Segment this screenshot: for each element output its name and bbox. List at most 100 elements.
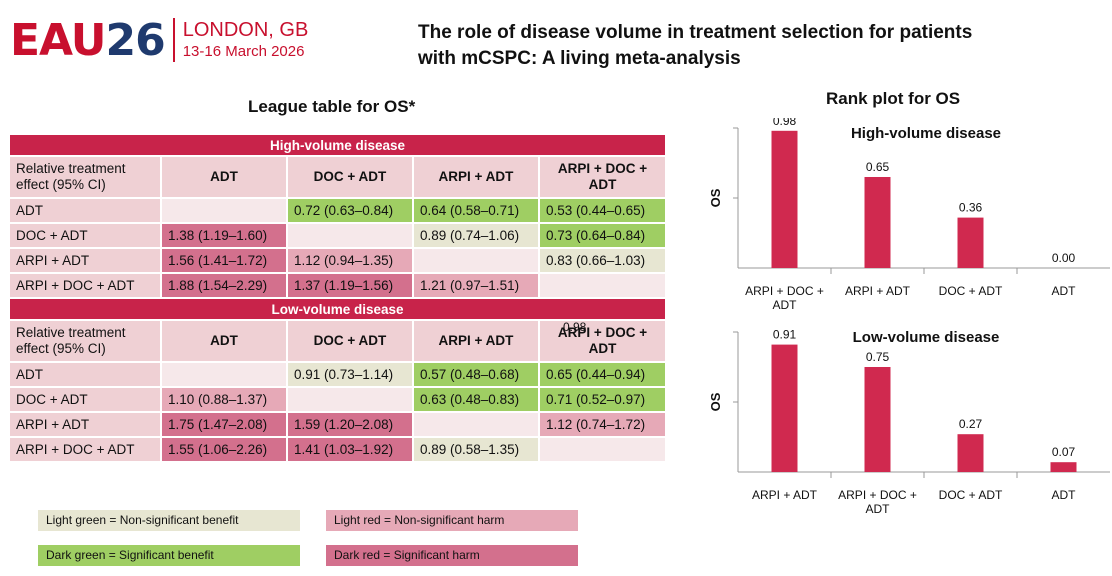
slide-title-line-2: with mCSPC: A living meta-analysis (418, 48, 741, 69)
logo-city: LONDON, GB (182, 19, 309, 41)
row-label: ARPI + ADT (10, 413, 160, 436)
league-cell: 0.83 (0.66–1.03) (540, 249, 666, 272)
league-cell: 0.89 (0.74–1.06) (414, 224, 538, 247)
data-label: 0.65 (866, 160, 890, 174)
eau26-logo: EAU 26 LONDON, GB 13-16 March 2026 (10, 12, 308, 68)
league-cell (288, 224, 412, 247)
logo-dates: 13-16 March 2026 (182, 43, 305, 60)
row-label: DOC + ADT (10, 224, 160, 247)
logo-divider (172, 18, 175, 62)
section-header: High-volume disease (10, 135, 666, 155)
category-label: ADT (1052, 488, 1077, 502)
league-cell: 1.12 (0.74–1.72) (540, 413, 666, 436)
league-cell: 0.65 (0.44–0.94) (540, 363, 666, 386)
slide-title-line-1: The role of disease volume in treatment … (418, 22, 973, 43)
bar (771, 344, 798, 472)
table-row: ARPI + ADT 1.75 (1.47–2.08) 1.59 (1.20–2.0… (10, 413, 666, 436)
data-label: 0.07 (1052, 445, 1076, 459)
league-cell (540, 438, 666, 461)
league-cell: 1.59 (1.20–2.08) (288, 413, 412, 436)
data-label: 0.75 (866, 350, 890, 364)
category-label: ARPI + DOC + ADT (838, 488, 917, 516)
league-cell (540, 274, 666, 297)
slide-title: The role of disease volume in treatment … (418, 20, 1058, 72)
table-row: ARPI + DOC + ADT 1.55 (1.06–2.26) 1.41 (1.… (10, 438, 666, 461)
league-cell: 0.63 (0.48–0.83) (414, 388, 538, 411)
table-row: DOC + ADT 1.38 (1.19–1.60) 0.89 (0.74–1.06… (10, 224, 666, 247)
row-label: DOC + ADT (10, 388, 160, 411)
column-header: DOC + ADT (288, 321, 412, 361)
league-cell: 0.71 (0.52–0.97) (540, 388, 666, 411)
category-label: ARPI + ADT (752, 488, 818, 502)
column-header: ARPI + DOC + ADT (540, 321, 666, 361)
league-table-title: League table for OS* (248, 97, 416, 116)
row-label: ADT (10, 199, 160, 222)
legend-dark-red: Dark red = Significant harm (326, 545, 578, 566)
logo-eau-text: EAU (10, 14, 106, 66)
league-cell: 0.53 (0.44–0.65) (540, 199, 666, 222)
league-cell: 1.10 (0.88–1.37) (162, 388, 286, 411)
category-label: DOC + ADT (939, 284, 1003, 298)
league-cell: 1.88 (1.54–2.29) (162, 274, 286, 297)
rank-plot-high-volume: High-volume disease OS 0.98 ARPI + DOC + ADT… (708, 118, 1110, 312)
chart-title: Low-volume disease (853, 329, 1000, 346)
legend-light-red: Light red = Non-significant harm (326, 510, 578, 531)
logo-event-info: LONDON, GB 13-16 March 2026 (183, 18, 309, 62)
league-cell: 1.12 (0.94–1.35) (288, 249, 412, 272)
table-row: ARPI + DOC + ADT 1.88 (1.54–2.29) 1.37 (1.… (10, 274, 666, 297)
column-header: ADT (162, 321, 286, 361)
section-header: Low-volume disease (10, 299, 666, 319)
league-cell: 1.56 (1.41–1.72) (162, 249, 286, 272)
league-cell: 0.91 (0.73–1.14) (288, 363, 412, 386)
category-label: ARPI + ADT (845, 284, 911, 298)
row-label: ARPI + ADT (10, 249, 160, 272)
legend-light-green: Light green = Non-significant benefit (38, 510, 300, 531)
table-row: ADT 0.72 (0.63–0.84) 0.64 (0.58–0.71) 0.53 … (10, 199, 666, 222)
league-cell: 0.64 (0.58–0.71) (414, 199, 538, 222)
column-header: ARPI + ADT (414, 157, 538, 197)
category-label: ARPI + DOC + ADT (745, 284, 824, 312)
rank-plot-title: Rank plot for OS (826, 89, 961, 108)
logo-year-text: 26 (105, 14, 165, 66)
league-cell (162, 199, 286, 222)
league-cell: 0.57 (0.48–0.68) (414, 363, 538, 386)
row-label: ARPI + DOC + ADT (10, 274, 160, 297)
league-cell: 1.21 (0.97–1.51) (414, 274, 538, 297)
data-label: 0.36 (959, 201, 983, 215)
league-cell (162, 363, 286, 386)
category-label: DOC + ADT (939, 488, 1003, 502)
data-label: 0.98 (773, 118, 797, 128)
league-cell: 0.89 (0.58–1.35) (414, 438, 538, 461)
row-label: ADT (10, 363, 160, 386)
legend-dark-green: Dark green = Significant benefit (38, 545, 300, 566)
table-row: ARPI + ADT 1.56 (1.41–1.72) 1.12 (0.94–1.3… (10, 249, 666, 272)
column-header: ARPI + ADT (414, 321, 538, 361)
table-row: ADT 0.91 (0.73–1.14) 0.57 (0.48–0.68) 0.65 … (10, 363, 666, 386)
league-cell: 0.72 (0.63–0.84) (288, 199, 412, 222)
category-label: ADT (1052, 284, 1077, 298)
league-cell (414, 413, 538, 436)
stray-value-label: 0.98 (563, 320, 587, 334)
bar (957, 434, 984, 472)
bar (864, 177, 891, 268)
corner-label: Relative treatment effect (95% CI) (10, 321, 160, 361)
y-axis-label: OS (708, 392, 723, 411)
league-cell (288, 388, 412, 411)
bar (957, 217, 984, 268)
bar (1050, 462, 1077, 472)
league-cell: 1.38 (1.19–1.60) (162, 224, 286, 247)
data-label: 0.27 (959, 417, 983, 431)
column-header: ADT (162, 157, 286, 197)
column-header: ARPI + DOC + ADT (540, 157, 666, 197)
league-cell (414, 249, 538, 272)
row-label: ARPI + DOC + ADT (10, 438, 160, 461)
league-table: High-volume disease Relative treatment ef… (8, 133, 667, 463)
table-row: DOC + ADT 1.10 (0.88–1.37) 0.63 (0.48–0.83… (10, 388, 666, 411)
y-axis-label: OS (708, 188, 723, 207)
bar (771, 130, 798, 268)
data-label: 0.00 (1052, 251, 1076, 265)
rank-plot-low-volume: Low-volume disease OS 0.91 ARPI + ADT 0.75 AR… (708, 328, 1110, 516)
data-label: 0.91 (773, 328, 797, 342)
bar (864, 367, 891, 472)
chart-title: High-volume disease (851, 125, 1001, 142)
